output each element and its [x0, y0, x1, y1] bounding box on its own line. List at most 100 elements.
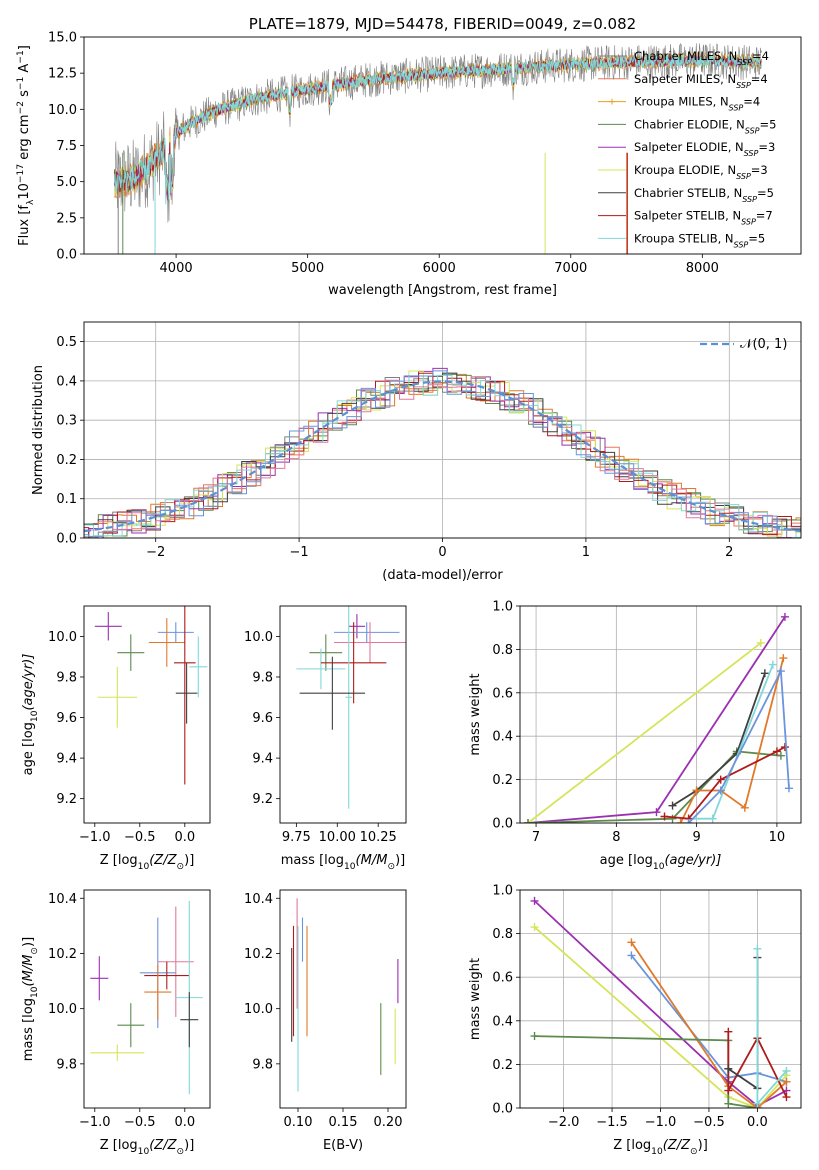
- x-tick-label: −0.5: [693, 1115, 725, 1130]
- data-point: [724, 1099, 733, 1108]
- age-vs-mass-points: [296, 606, 406, 809]
- legend-marker: [609, 98, 615, 105]
- data-point: [684, 819, 693, 823]
- data-point: [530, 923, 539, 932]
- mass-vs-EBV-axes: 0.10 0.15 0.20 9.8 10.0 10.2 10.4: [244, 892, 402, 1130]
- legend-name: Salpeter ELODIE, N: [634, 140, 744, 154]
- x-tick-label: −0.5: [124, 1115, 156, 1130]
- y-tick-label: 5.0: [56, 175, 77, 190]
- y-tick-label: 0.2: [56, 453, 77, 468]
- histogram-series: [84, 373, 801, 538]
- histogram-series: [84, 372, 801, 538]
- histogram-series: [84, 370, 801, 537]
- massweight-vs-Z-lines: [530, 896, 791, 1108]
- data-point: [716, 775, 725, 784]
- y-tick-label: 0.8: [492, 643, 513, 658]
- legend-sub: SSP: [729, 103, 744, 112]
- label-part: 10: [30, 986, 40, 998]
- x-tick-label: −1.5: [596, 1115, 628, 1130]
- x-tick-label: 0.0: [747, 1115, 768, 1130]
- label-part: ]: [17, 45, 32, 50]
- legend-name: Chabrier STELIB, N: [634, 186, 742, 200]
- chart-title: PLATE=1879, MJD=54478, FIBERID=0049, z=0…: [249, 15, 636, 33]
- data-point: [782, 1077, 791, 1086]
- x-tick-label: 10.00: [319, 830, 356, 845]
- data-point: [756, 638, 765, 647]
- age-vs-Z-points: [94, 606, 208, 785]
- label-part: 10: [138, 862, 150, 872]
- label-part: ⊙: [177, 1147, 185, 1157]
- y-tick-label: 0.0: [492, 1102, 513, 1117]
- legend-name: Chabrier ELODIE, N: [634, 117, 745, 131]
- x-tick-label: 0.0: [174, 1115, 195, 1130]
- data-point: [753, 1099, 762, 1108]
- data-point: [724, 1086, 733, 1095]
- y-tick-label: 0.1: [56, 492, 77, 507]
- y-tick-label: 10.2: [48, 947, 77, 962]
- y-tick-label: 0.5: [56, 335, 77, 350]
- label-part: )]: [184, 853, 194, 868]
- spectrum-frame: [83, 36, 802, 255]
- data-point: [782, 1066, 791, 1075]
- y-tick-label: 0.6: [492, 971, 513, 986]
- y-axis-label: age [log10(age/yr)]: [21, 654, 40, 776]
- legend-label: Salpeter STELIB, NSSP=7: [634, 209, 773, 227]
- y-tick-label: 10.0: [244, 630, 273, 645]
- x-tick-label: −2.0: [548, 1115, 580, 1130]
- data-point: [760, 669, 769, 678]
- y-tick-label: 9.4: [252, 752, 273, 767]
- legend-name: Kroupa MILES, N: [634, 95, 729, 109]
- x-axis-label: Z [log10(Z/Z⊙)]: [100, 853, 195, 872]
- label-part: A: [17, 64, 32, 77]
- label-part: 10: [651, 1147, 663, 1157]
- data-point: [780, 743, 789, 752]
- legend-sub: SSP: [741, 217, 756, 226]
- y-tick-label: 0.4: [56, 374, 77, 389]
- y-tick-label: 0.8: [492, 927, 513, 942]
- x-axis-label: E(B-V): [323, 1138, 363, 1153]
- data-point: [524, 819, 533, 823]
- legend-sub: SSP: [736, 80, 751, 89]
- y-tick-label: 9.2: [56, 792, 77, 807]
- label-part: )]: [395, 853, 405, 868]
- spectrum-series-line: [114, 43, 762, 223]
- label-part: )]: [184, 1138, 194, 1153]
- data-point: [627, 938, 636, 947]
- legend-label: Kroupa STELIB, NSSP=5: [634, 231, 765, 249]
- x-tick-label: −1.0: [79, 830, 111, 845]
- label-part: (M/M: [356, 853, 388, 868]
- x-axis-label: mass [log10(M/M⊙)]: [281, 853, 405, 872]
- legend-sub: SSP: [745, 126, 760, 135]
- legend-sub: SSP: [737, 58, 752, 67]
- y-tick-label: 10.0: [48, 1002, 77, 1017]
- mass-vs-Z-axes: −1.0 −0.5 0.0 9.8 10.0 10.2 10.4: [48, 892, 195, 1130]
- data-point: [676, 819, 685, 823]
- x-axis-label: wavelength [Angstrom, rest frame]: [328, 283, 557, 298]
- legend-label: Salpeter MILES, NSSP=4: [634, 72, 768, 90]
- y-tick-label: 10.2: [244, 947, 273, 962]
- y-tick-label: 9.2: [252, 792, 273, 807]
- residual-hist: [84, 367, 801, 538]
- mass-vs-Z-points: [90, 901, 203, 1095]
- legend-label: 𝒩(0, 1): [740, 337, 787, 352]
- label-part: ⊙: [387, 862, 395, 872]
- data-point: [716, 786, 725, 795]
- label-part: ⊙: [30, 947, 40, 955]
- x-tick-label: 0.10: [284, 1115, 313, 1130]
- series-line: [727, 1031, 788, 1098]
- legend-n: =4: [743, 95, 760, 109]
- y-tick-label: 0.6: [492, 686, 513, 701]
- massweight-vs-age-frame: [519, 605, 802, 824]
- gaussian-curve: [84, 380, 801, 533]
- legend-name: Salpeter STELIB, N: [634, 209, 741, 223]
- y-tick-label: 1.0: [492, 600, 513, 615]
- legend-label: Kroupa ELODIE, NSSP=3: [634, 163, 768, 181]
- series-line: [679, 657, 785, 823]
- legend-n: =3: [758, 140, 775, 154]
- label-part: (Z/Z: [663, 1138, 691, 1153]
- y-tick-label: 9.8: [56, 670, 77, 685]
- mass-vs-EBV-frame: [279, 889, 407, 1109]
- legend-n: =4: [751, 72, 768, 86]
- x-tick-label: 8: [612, 830, 620, 845]
